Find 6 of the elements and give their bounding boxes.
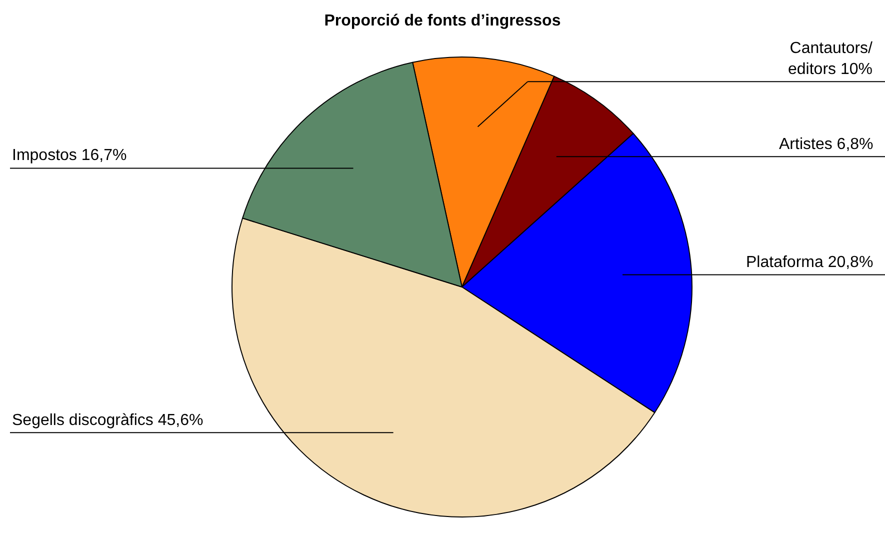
slice-label: Impostos 16,7% — [12, 147, 127, 164]
slice-label: Cantautors/ editors 10% — [788, 40, 874, 78]
slice-label: Segells discogràfics 45,6% — [12, 412, 204, 429]
slice-label: Artistes 6,8% — [779, 136, 874, 153]
chart-title: Proporció de fonts d’ingressos — [324, 12, 561, 30]
slice-label: Plataforma 20,8% — [746, 254, 874, 271]
